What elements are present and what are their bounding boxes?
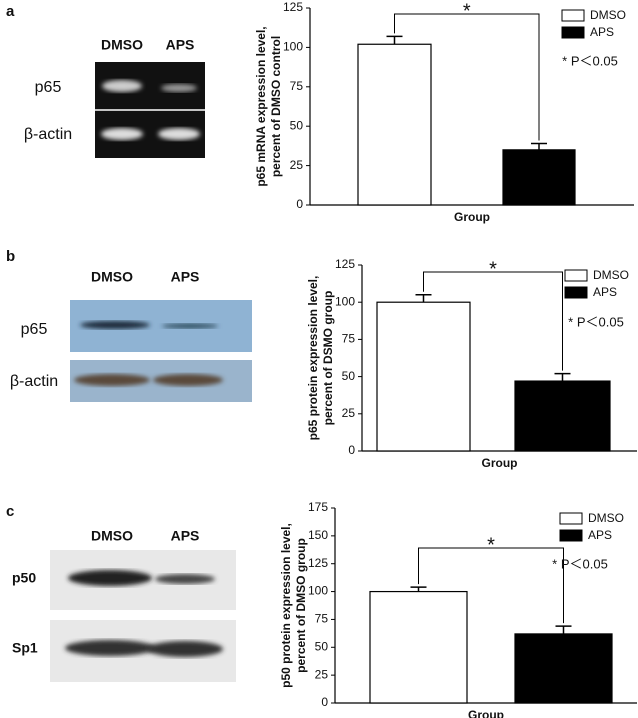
legend-swatch [564,269,588,282]
y-tick-label: 100 [308,584,328,598]
y-axis-label: p65 mRNA expression level, [254,26,268,186]
bar [514,633,613,704]
error-bar [555,625,572,634]
significance-star: * [487,534,495,556]
y-tick-label: 125 [308,556,328,570]
y-tick-label: 0 [321,695,328,709]
legend-label: APS [588,528,612,542]
error-bar [554,372,571,382]
x-axis-label: Group [454,210,490,224]
y-tick-label: 125 [335,257,355,271]
lane-label: APS [171,528,200,544]
y-tick-label: 150 [308,528,328,542]
significance-bracket [394,13,540,141]
y-axis-label: percent of DSMO group [321,291,335,426]
row-label: p50 [12,570,36,586]
band [74,374,150,386]
band [80,321,150,329]
legend-label: DMSO [593,268,629,282]
y-tick-label: 50 [315,639,329,653]
legend-swatch [559,512,583,525]
row-label: β-actin [24,126,72,143]
y-axis-label: percent of DMSO control [269,36,283,177]
legend-swatch [559,529,583,542]
bar [376,301,471,452]
y-tick-label: 175 [308,500,328,514]
row-label: β-actin [10,373,58,390]
significance-star: * [489,258,497,280]
row-label: p65 [35,79,62,96]
band [147,641,223,657]
lane-label: DMSO [91,528,133,544]
y-axis-label: p65 protein expression level, [306,276,320,441]
p-value-note: * P＜0.05 [562,53,618,68]
y-axis-label: p50 protein expression level, [279,523,293,688]
bar [369,590,468,704]
panel-label: c [6,503,14,520]
y-tick-label: 25 [290,158,304,172]
y-tick-label: 75 [342,332,356,346]
error-bar [415,294,432,303]
significance-bracket [423,271,563,371]
band [68,570,152,586]
y-tick-label: 0 [348,443,355,457]
band [65,640,155,656]
legend-swatch [564,286,588,299]
bar [514,380,611,452]
lane-label: DMSO [91,269,133,285]
band [153,374,223,386]
legend-label: DMSO [590,8,626,22]
band [101,128,143,140]
y-tick-label: 75 [290,79,304,93]
band [161,84,197,92]
band [158,128,200,140]
legend-swatch [561,26,585,39]
y-axis-label: percent of DMSO group [294,538,308,673]
error-bar [531,142,547,150]
significance-bracket [418,547,564,624]
y-tick-label: 100 [335,294,355,308]
y-tick-label: 50 [342,369,356,383]
y-tick-label: 25 [315,667,329,681]
y-tick-label: 100 [283,40,303,54]
band [155,574,215,584]
error-bar [410,586,427,592]
legend-label: APS [590,25,614,39]
x-axis-label: Group [468,708,504,718]
y-tick-label: 25 [342,406,356,420]
lane-label: DMSO [101,37,143,53]
y-tick-label: 0 [296,197,303,211]
band [162,323,218,329]
y-tick-label: 125 [283,0,303,14]
legend-swatch [561,9,585,22]
legend-label: APS [593,285,617,299]
panel-label: b [6,248,15,265]
lane-label: APS [171,269,200,285]
y-tick-label: 50 [290,118,304,132]
row-label: p65 [21,321,48,338]
panel-label: a [6,3,15,20]
p-value-note: * P＜0.05 [552,556,608,571]
bar [502,149,576,206]
p-value-note: * P＜0.05 [568,314,624,329]
x-axis-label: Group [482,456,518,470]
y-tick-label: 75 [315,612,329,626]
band [102,80,142,92]
significance-star: * [463,0,471,22]
error-bar [386,35,403,45]
legend-label: DMSO [588,511,624,525]
lane-label: APS [166,37,195,53]
row-label: Sp1 [12,640,38,656]
bar [357,43,432,206]
